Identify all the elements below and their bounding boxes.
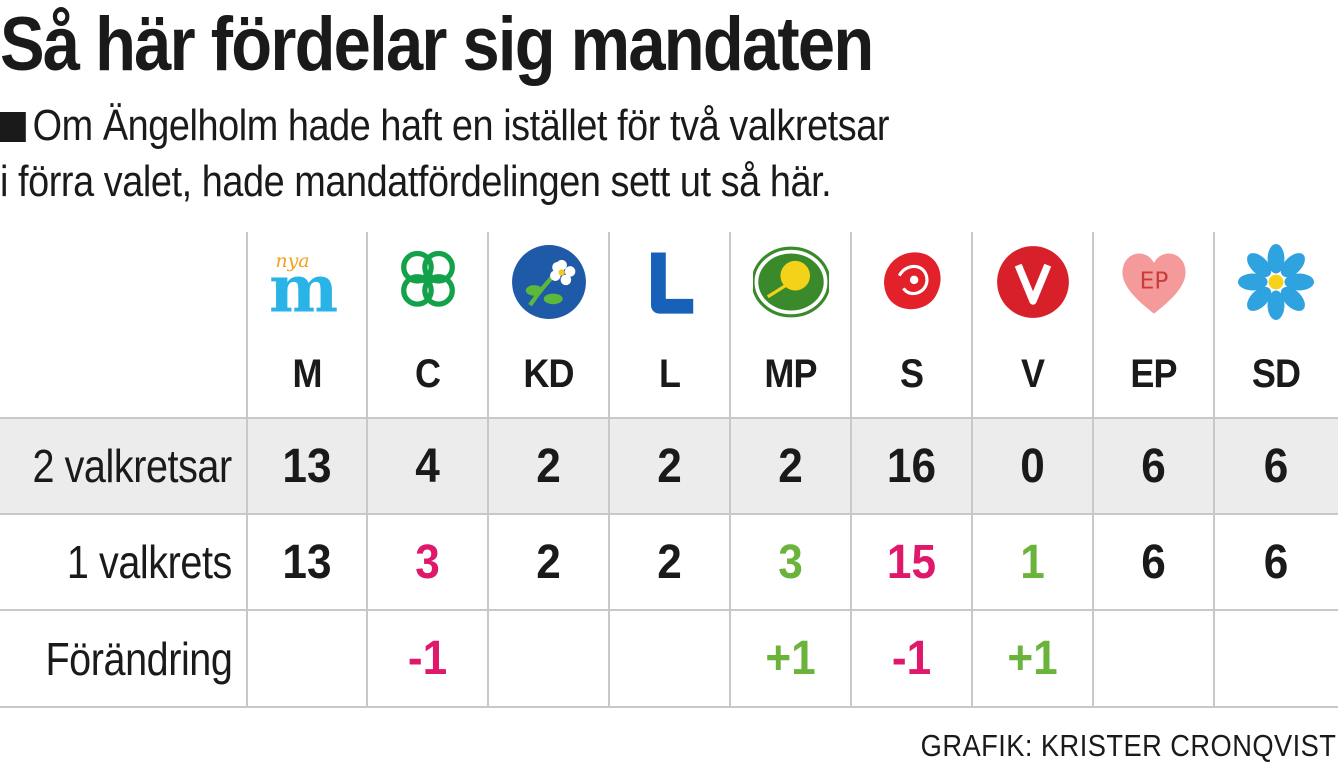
anemone-logo [488,242,609,322]
party-label-kd: KD [523,351,574,396]
seat-value: 4 [415,439,440,493]
party-label-l: L [658,351,681,396]
party-label-m: M [292,351,322,396]
svg-text:nya: nya [275,250,309,272]
seat-value: -1 [891,632,932,685]
seat-value: +1 [1007,632,1058,685]
grid-hline [0,513,1338,515]
seat-value: 2 [657,535,682,589]
seat-value: 1 [1020,535,1045,589]
seat-value: 13 [282,535,332,589]
seat-value: -1 [407,632,448,685]
grid-hline [0,609,1338,611]
party-label-sd: SD [1251,351,1301,396]
chart-title: Så här fördelar sig mandaten [0,2,874,87]
seat-value: 6 [1263,439,1289,493]
seat-value: 6 [1141,439,1166,493]
grid-vline [729,232,731,707]
seat-value: 13 [282,439,332,493]
grid-vline [971,232,973,707]
grid-vline [850,232,852,707]
carnation-logo [972,242,1093,322]
grid-hline [0,706,1338,708]
party-label-v: V [1020,351,1045,396]
row-label: 2 valkretsar [32,440,233,492]
grid-hline [0,417,1338,419]
party-label-ep: EP [1130,351,1177,396]
seat-value: 2 [657,439,682,493]
grid-vline [246,232,248,707]
seat-value: 3 [778,535,803,589]
grid-vline [366,232,368,707]
seat-value: 2 [536,439,561,493]
hepatica-logo [1214,242,1338,322]
seat-value: 2 [778,439,803,493]
subtitle-line-2: i förra valet, hade mandatfördelingen se… [0,157,832,206]
svg-text:EP: EP [1139,267,1168,294]
clover-logo [367,242,488,322]
row-label: Förändring [44,632,232,685]
seat-value: 6 [1263,535,1289,589]
grid-vline [1213,232,1215,707]
party-label-s: S [899,351,924,396]
credit-line: GRAFIK: KRISTER CRONQVIST [920,728,1336,763]
row-shade [0,418,1338,514]
row-label: 1 valkrets [67,536,232,588]
heart-logo: EP [1093,242,1214,322]
seat-value: 2 [536,535,561,589]
subtitle-line-1: Om Ängelholm hade haft en istället för t… [32,101,890,150]
nya-m-logo: nya m [247,242,367,322]
grid-vline [487,232,489,707]
rose-logo [851,242,972,322]
grid-vline [1092,232,1094,707]
seat-value: 16 [886,439,937,493]
seat-value: 0 [1020,439,1045,493]
seat-value: 6 [1141,535,1166,589]
dandelion-logo [730,242,851,322]
chart-subtitle: Om Ängelholm hade haft en istället för t… [0,98,1058,210]
svg-text:m: m [269,252,338,320]
party-label-mp: MP [764,351,817,396]
party-label-c: C [414,351,441,396]
seat-value: 15 [886,535,937,589]
grid-vline [608,232,610,707]
l-logo [609,242,730,322]
seat-value: 3 [415,535,440,589]
bullet-square-icon [0,112,26,142]
seat-value: +1 [765,632,816,685]
